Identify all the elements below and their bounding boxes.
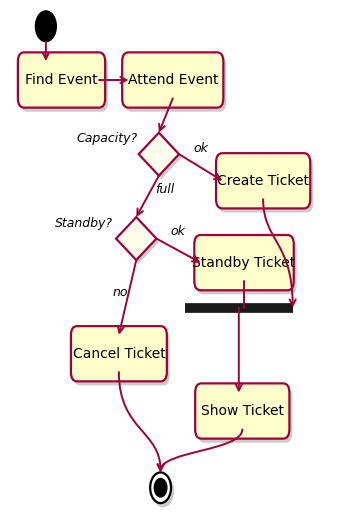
- FancyBboxPatch shape: [125, 56, 226, 112]
- FancyBboxPatch shape: [74, 330, 170, 385]
- FancyBboxPatch shape: [194, 235, 294, 290]
- Text: Find Event: Find Event: [25, 73, 98, 87]
- Text: ok: ok: [170, 225, 185, 239]
- Text: no: no: [112, 286, 128, 299]
- FancyArrowPatch shape: [119, 372, 164, 470]
- Text: Create Ticket: Create Ticket: [217, 174, 309, 188]
- Polygon shape: [141, 136, 181, 179]
- Text: Standby?: Standby?: [55, 217, 113, 230]
- Text: ok: ok: [194, 142, 208, 154]
- Circle shape: [154, 479, 167, 497]
- Polygon shape: [119, 221, 159, 264]
- Text: Attend Event: Attend Event: [127, 73, 218, 87]
- FancyBboxPatch shape: [71, 326, 167, 381]
- FancyBboxPatch shape: [219, 157, 313, 212]
- FancyBboxPatch shape: [122, 52, 223, 108]
- Text: Capacity?: Capacity?: [76, 132, 137, 145]
- FancyBboxPatch shape: [18, 52, 105, 108]
- FancyBboxPatch shape: [198, 387, 292, 443]
- Text: Show Ticket: Show Ticket: [201, 404, 284, 418]
- Circle shape: [153, 476, 173, 507]
- Text: Cancel Ticket: Cancel Ticket: [73, 347, 165, 361]
- FancyBboxPatch shape: [197, 239, 297, 294]
- Polygon shape: [116, 217, 156, 260]
- FancyBboxPatch shape: [216, 153, 310, 208]
- FancyArrowPatch shape: [157, 429, 242, 470]
- Polygon shape: [139, 133, 179, 175]
- FancyBboxPatch shape: [21, 56, 108, 112]
- Text: full: full: [155, 184, 174, 196]
- Text: Standby Ticket: Standby Ticket: [192, 255, 296, 270]
- Circle shape: [36, 11, 56, 42]
- Circle shape: [150, 472, 171, 503]
- FancyBboxPatch shape: [195, 383, 289, 439]
- FancyArrowPatch shape: [263, 199, 296, 305]
